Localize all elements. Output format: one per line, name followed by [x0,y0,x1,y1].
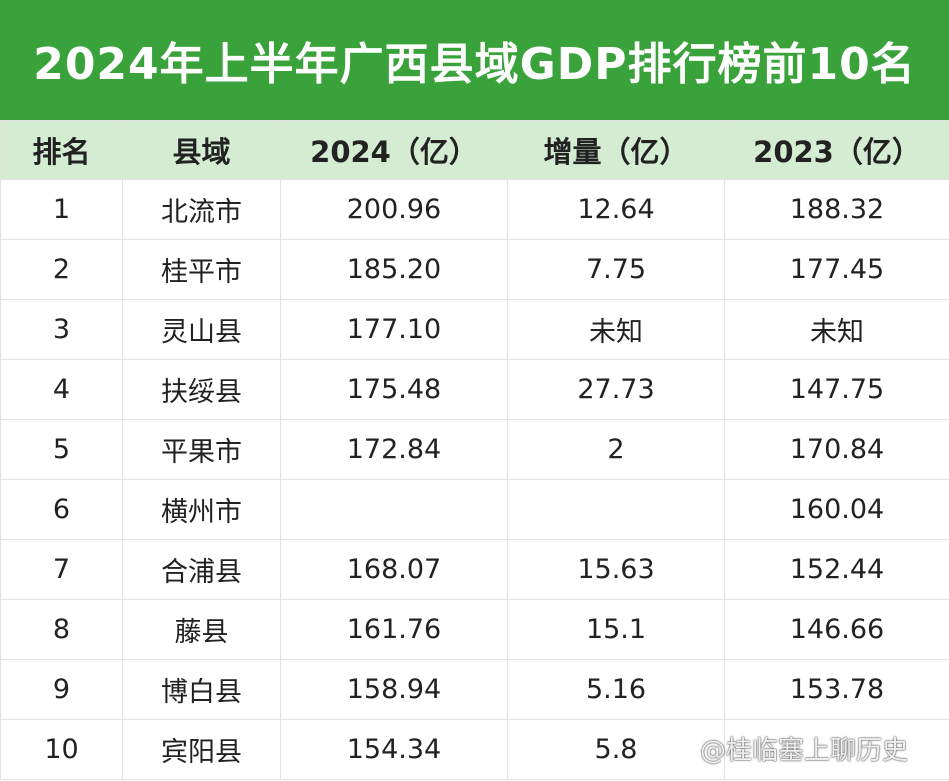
table-cell: 扶绥县 [122,359,281,420]
table-cell: 9 [0,659,123,720]
table-cell: 146.66 [724,599,949,660]
gdp-table: 排名 县域 2024（亿） 增量（亿） 2023（亿） 1 北流市 200.96 12.64 1… [0,120,949,780]
table-cell: 177.10 [280,299,508,360]
table-cell: 4 [0,359,123,420]
table-cell: 1 [0,179,123,240]
table-row: 9 博白县 158.94 5.16 153.78 [0,659,949,720]
table-cell: 27.73 [507,359,725,420]
table-cell: 5.16 [507,659,725,720]
table-cell: 未知 [724,299,949,360]
table-cell: 宾阳县 [122,719,281,780]
table-cell: 博白县 [122,659,281,720]
table-cell: 168.07 [280,539,508,600]
table-cell: 7.75 [507,239,725,300]
table-cell: 185.20 [280,239,508,300]
table-cell: 177.45 [724,239,949,300]
table-cell: 161.76 [280,599,508,660]
table-cell: 188.32 [724,179,949,240]
table-row: 6 横州市 160.04 [0,479,949,540]
table-cell: 175.48 [280,359,508,420]
column-header: 县域 [122,120,281,180]
table-cell: 桂平市 [122,239,281,300]
table-cell: 15.63 [507,539,725,600]
table-cell: 2 [507,419,725,480]
table-cell: 北流市 [122,179,281,240]
table-cell: 未知 [507,299,725,360]
column-header: 2023（亿） [724,120,949,180]
table-cell: 5.8 [507,719,725,780]
table-row: 2 桂平市 185.20 7.75 177.45 [0,239,949,300]
table-cell: 153.78 [724,659,949,720]
table-cell [724,719,949,780]
table-row: 7 合浦县 168.07 15.63 152.44 [0,539,949,600]
table-cell: 147.75 [724,359,949,420]
table-row: 5 平果市 172.84 2 170.84 [0,419,949,480]
table-cell: 6 [0,479,123,540]
table-cell: 7 [0,539,123,600]
table-cell: 藤县 [122,599,281,660]
table-row: 8 藤县 161.76 15.1 146.66 [0,599,949,660]
table-cell: 15.1 [507,599,725,660]
table-title: 2024年上半年广西县域GDP排行榜前10名 [0,0,949,120]
table-cell: 平果市 [122,419,281,480]
table-cell: 合浦县 [122,539,281,600]
table-cell: 170.84 [724,419,949,480]
table-row: 10 宾阳县 154.34 5.8 [0,719,949,780]
column-header: 增量（亿） [507,120,725,180]
table-cell [280,479,508,540]
table-cell: 12.64 [507,179,725,240]
table-cell: 172.84 [280,419,508,480]
table-cell: 154.34 [280,719,508,780]
table-row: 4 扶绥县 175.48 27.73 147.75 [0,359,949,420]
table-cell: 200.96 [280,179,508,240]
column-header: 2024（亿） [280,120,508,180]
table-cell: 160.04 [724,479,949,540]
table-cell: 3 [0,299,123,360]
table-row: 1 北流市 200.96 12.64 188.32 [0,179,949,240]
table-cell: 灵山县 [122,299,281,360]
table-row: 3 灵山县 177.10 未知 未知 [0,299,949,360]
table-cell: 152.44 [724,539,949,600]
header-row: 排名 县域 2024（亿） 增量（亿） 2023（亿） [0,120,949,180]
table-cell: 8 [0,599,123,660]
table-cell: 10 [0,719,123,780]
watermark: @桂临塞上聊历史 [700,736,909,766]
column-header: 排名 [0,120,123,180]
table-cell [507,479,725,540]
table-cell: 横州市 [122,479,281,540]
table-cell: 158.94 [280,659,508,720]
table-cell: 5 [0,419,123,480]
table-cell: 2 [0,239,123,300]
